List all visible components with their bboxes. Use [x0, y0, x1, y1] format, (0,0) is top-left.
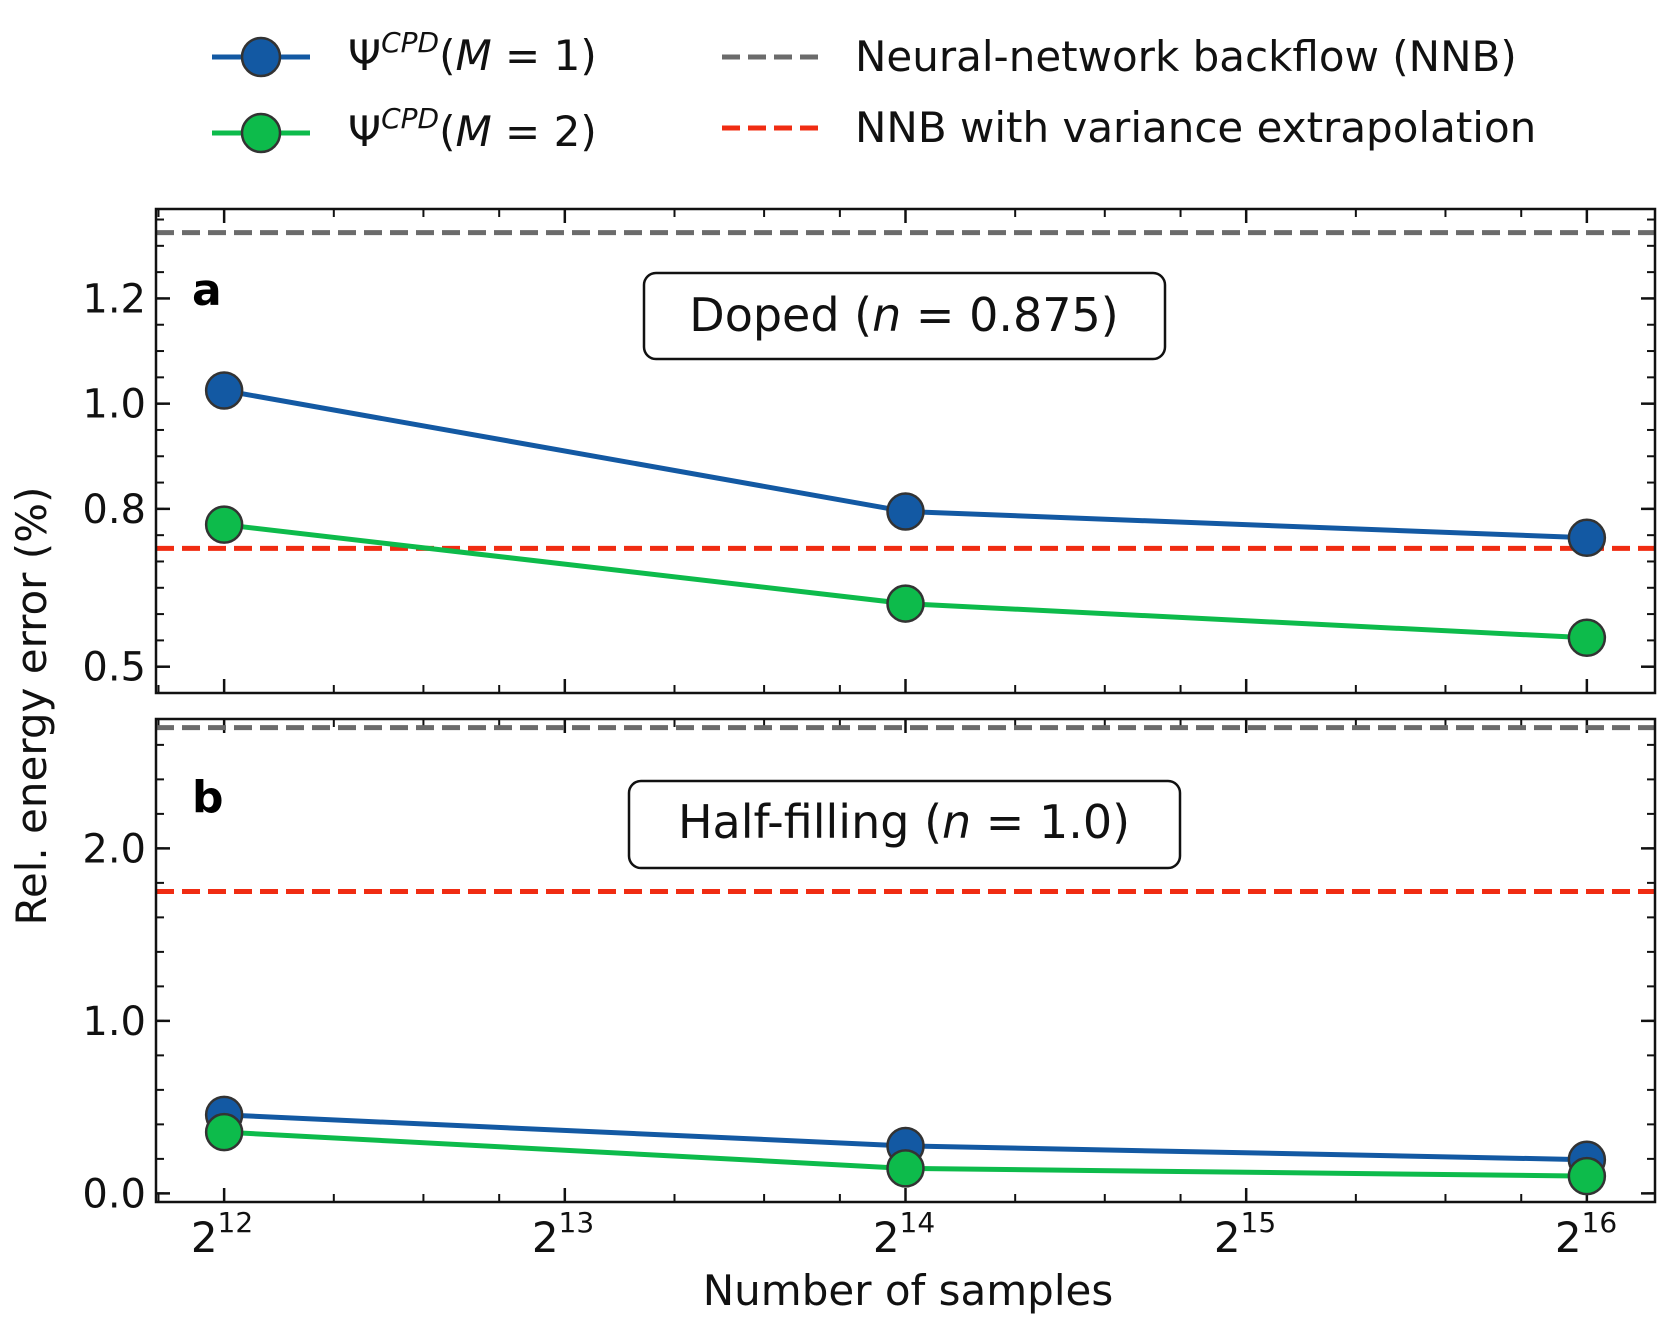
- data-point-m1: [1567, 518, 1607, 558]
- data-point-m2: [1567, 618, 1607, 658]
- data-point-m2: [1567, 1156, 1607, 1196]
- x-tick-label-14: 214: [873, 1206, 935, 1262]
- legend-marker-m2: [240, 112, 282, 154]
- y-tick-label: 0.0: [82, 1171, 146, 1217]
- x-tick-label-12: 212: [191, 1206, 253, 1262]
- panel-a-annotation-box: [642, 271, 1167, 361]
- panel-a-letter: a: [192, 265, 222, 316]
- panel-b: 0.0 1.0 2.0 b Half-filling (n = 1.0): [82, 717, 1657, 1217]
- y-tick-label: 1.2: [82, 276, 146, 322]
- legend-label-nnb-ve: NNB with variance extrapolation: [855, 103, 1536, 152]
- legend-entry-nnb-ve: NNB with variance extrapolation: [722, 103, 1536, 152]
- x-tick-labels: 212 213 214 215 216: [191, 1206, 1617, 1262]
- y-tick-label: 2.0: [82, 826, 146, 872]
- legend-marker-m1: [240, 36, 282, 78]
- legend-label-m2: ΨCPD(M = 2): [348, 102, 597, 156]
- data-point-m2: [886, 584, 925, 623]
- x-axis-label: Number of samples: [703, 1266, 1113, 1315]
- panel-a: 0.5 0.8 1.0 1.2 a Doped (n = 0.875): [82, 207, 1657, 695]
- legend: ΨCPD(M = 1) ΨCPD(M = 2) Neural-network b…: [212, 26, 1536, 156]
- x-tick-label-15: 215: [1214, 1206, 1276, 1262]
- y-axis-label: Rel. energy error (%): [7, 487, 56, 926]
- y-tick-label: 1.0: [82, 382, 146, 428]
- data-point-m2: [886, 1149, 925, 1188]
- y-tick-label: 0.5: [82, 645, 146, 691]
- panel-b-annotation-box: [627, 779, 1182, 870]
- legend-label-nnb: Neural-network backflow (NNB): [855, 32, 1517, 81]
- y-tick-label: 1.0: [82, 999, 146, 1045]
- data-point-m2: [204, 505, 244, 544]
- panel-b-annotation: Half-filling (n = 1.0): [678, 795, 1130, 849]
- legend-label-m1: ΨCPD(M = 1): [348, 26, 597, 80]
- panel-a-annotation: Doped (n = 0.875): [689, 288, 1118, 342]
- data-point-m1: [886, 492, 925, 531]
- legend-entry-nnb: Neural-network backflow (NNB): [722, 32, 1517, 81]
- legend-entry-m2: ΨCPD(M = 2): [212, 102, 597, 156]
- data-point-m1: [204, 371, 244, 410]
- legend-entry-m1: ΨCPD(M = 1): [212, 26, 597, 80]
- y-tick-label: 0.8: [82, 487, 146, 533]
- x-tick-label-13: 213: [532, 1206, 594, 1262]
- x-tick-label-16: 216: [1555, 1206, 1617, 1262]
- panel-b-letter: b: [192, 772, 224, 823]
- panel-b-frame: [154, 717, 1657, 1204]
- data-point-m2: [204, 1112, 244, 1152]
- panel-a-frame: [154, 207, 1657, 695]
